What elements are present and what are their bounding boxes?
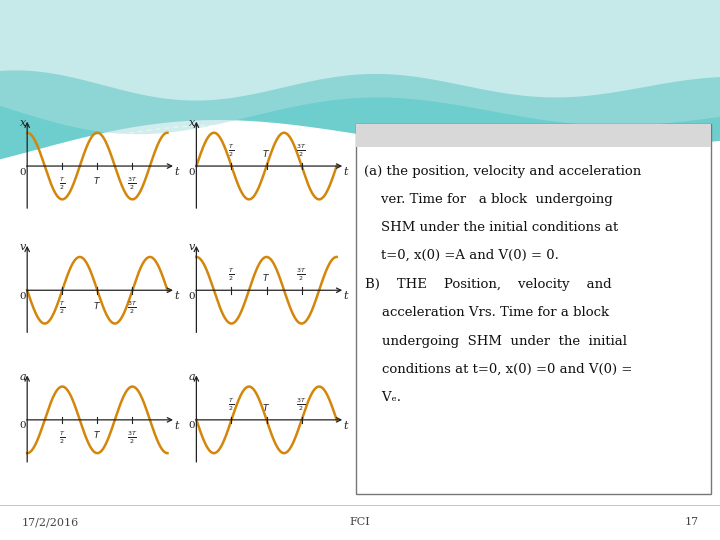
Polygon shape xyxy=(0,0,720,159)
Text: t=0, x(0) =A and V(0) = 0.: t=0, x(0) =A and V(0) = 0. xyxy=(364,249,559,262)
Text: SHM under the initial conditions at: SHM under the initial conditions at xyxy=(364,221,618,234)
Text: 0: 0 xyxy=(19,292,26,301)
Text: 17: 17 xyxy=(684,517,698,527)
Text: $\frac{T}{2}$: $\frac{T}{2}$ xyxy=(59,176,66,192)
Text: $\frac{T}{2}$: $\frac{T}{2}$ xyxy=(228,142,235,159)
Text: 0: 0 xyxy=(189,292,195,301)
Text: t: t xyxy=(343,291,348,301)
Text: $T$: $T$ xyxy=(263,402,271,413)
Polygon shape xyxy=(0,0,720,134)
Text: $\frac{3T}{2}$: $\frac{3T}{2}$ xyxy=(127,176,138,192)
Text: $T$: $T$ xyxy=(94,429,102,440)
Text: FCI: FCI xyxy=(350,517,370,527)
Text: acceleration Vrs. Time for a block: acceleration Vrs. Time for a block xyxy=(365,307,609,320)
Text: $T$: $T$ xyxy=(94,176,102,186)
Text: a: a xyxy=(189,372,195,382)
Polygon shape xyxy=(0,0,720,100)
Text: t: t xyxy=(174,421,179,431)
Text: v: v xyxy=(20,242,26,252)
Text: ver. Time for   a block  undergoing: ver. Time for a block undergoing xyxy=(364,193,612,206)
Text: conditions at t=0, x(0) =0 and V(0) =: conditions at t=0, x(0) =0 and V(0) = xyxy=(365,363,632,376)
Text: t: t xyxy=(343,167,348,177)
Text: $\frac{T}{2}$: $\frac{T}{2}$ xyxy=(59,429,66,446)
Text: (a) the position, velocity and acceleration: (a) the position, velocity and accelerat… xyxy=(364,165,641,178)
Text: $\frac{3T}{2}$: $\frac{3T}{2}$ xyxy=(127,300,138,316)
Text: 0: 0 xyxy=(19,167,26,177)
Text: $\frac{T}{2}$: $\frac{T}{2}$ xyxy=(228,396,235,413)
Text: t: t xyxy=(174,167,179,177)
Text: B)    THE    Position,    velocity    and: B) THE Position, velocity and xyxy=(365,279,612,292)
Text: x: x xyxy=(20,118,26,128)
Text: $\frac{T}{2}$: $\frac{T}{2}$ xyxy=(228,266,235,283)
Text: $T$: $T$ xyxy=(94,300,102,310)
Text: 0: 0 xyxy=(19,421,26,430)
Text: 0: 0 xyxy=(189,421,195,430)
Text: $\frac{3T}{2}$: $\frac{3T}{2}$ xyxy=(297,266,307,283)
Text: $T$: $T$ xyxy=(263,272,271,283)
Bar xyxy=(356,124,711,147)
Text: $\frac{3T}{2}$: $\frac{3T}{2}$ xyxy=(297,396,307,413)
Text: Vₑ.: Vₑ. xyxy=(365,391,401,404)
Text: undergoing  SHM  under  the  initial: undergoing SHM under the initial xyxy=(365,335,627,348)
Text: t: t xyxy=(174,291,179,301)
Text: $\frac{3T}{2}$: $\frac{3T}{2}$ xyxy=(297,142,307,159)
Text: v: v xyxy=(189,242,195,252)
Text: a: a xyxy=(19,372,26,382)
Text: $T$: $T$ xyxy=(263,148,271,159)
Text: 17/2/2016: 17/2/2016 xyxy=(22,517,79,527)
Bar xyxy=(356,124,711,494)
Text: $\frac{3T}{2}$: $\frac{3T}{2}$ xyxy=(127,429,138,446)
Text: 0: 0 xyxy=(189,167,195,177)
Text: $\frac{T}{2}$: $\frac{T}{2}$ xyxy=(59,300,66,316)
Text: x: x xyxy=(189,118,195,128)
Text: t: t xyxy=(343,421,348,431)
